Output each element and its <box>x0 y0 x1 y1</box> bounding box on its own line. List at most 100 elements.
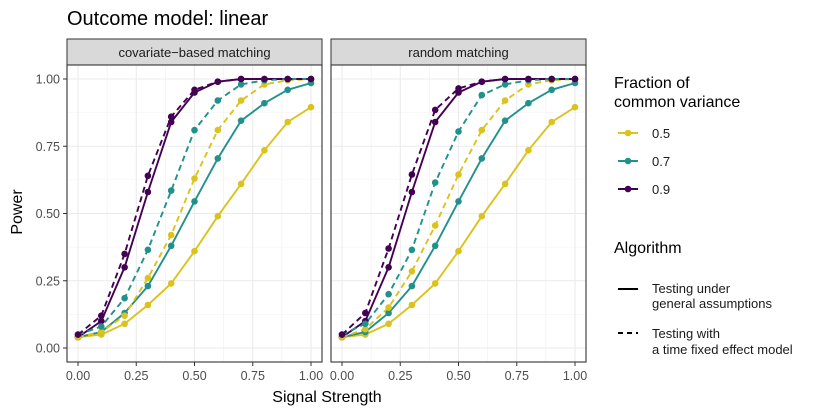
x-tick-label: 0.75 <box>241 369 265 383</box>
data-point-0.9-fixed <box>501 75 509 83</box>
data-point-0.5-fixed <box>98 328 105 336</box>
data-point-0.5-fixed <box>478 126 486 134</box>
data-point-0.9-fixed <box>237 75 245 83</box>
data-point-0.5-fixed <box>167 231 175 239</box>
facet-panel-1: covariate−based matching 0.00 0.25 0.50 0.75… <box>66 38 323 383</box>
legend-algorithm-label-dashed-line2: a time fixed effect model <box>652 342 793 357</box>
data-point-0.7-general <box>167 242 175 250</box>
data-point-0.9-fixed <box>284 75 292 83</box>
x-tick-label: 0.25 <box>388 369 412 383</box>
legend-fraction-label-0.7: 0.7 <box>652 154 670 169</box>
data-point-0.9-fixed <box>191 86 198 94</box>
data-point-0.9-fixed <box>261 75 268 83</box>
x-tick-label: 0.00 <box>330 369 354 383</box>
data-point-0.7-fixed <box>362 320 369 328</box>
data-point-0.9-fixed <box>338 331 346 338</box>
data-point-0.7-fixed <box>121 294 128 302</box>
y-axis-title: Power <box>9 189 26 235</box>
data-point-0.5-general <box>167 280 175 287</box>
series-line-0.5-fixed <box>341 78 576 339</box>
data-point-0.5-general <box>237 180 245 188</box>
legend-algorithm-label-solid-line2: general assumptions <box>652 296 772 311</box>
y-tick-label: 0.00 <box>36 342 60 356</box>
data-point-0.9-fixed <box>385 245 392 252</box>
data-point-0.9-fixed <box>121 250 128 258</box>
data-point-0.5-fixed <box>385 304 392 311</box>
x-tick-label: 0.50 <box>446 369 470 383</box>
x-tick-label: 0.00 <box>66 369 90 383</box>
data-point-0.9-fixed <box>167 113 175 120</box>
data-point-0.7-fixed <box>385 290 392 298</box>
legend-algorithm-label-dashed-line1: Testing with <box>652 326 720 341</box>
x-tick-label: 1.00 <box>299 369 323 383</box>
data-point-0.9-fixed <box>307 75 315 83</box>
legend-algorithm-title: Algorithm <box>614 240 682 257</box>
data-point-0.5-fixed <box>191 175 198 182</box>
data-point-0.9-fixed <box>548 75 555 83</box>
strip-background <box>330 38 587 66</box>
data-point-0.7-fixed <box>455 128 462 135</box>
data-point-0.5-general <box>261 147 268 154</box>
data-point-0.7-fixed <box>167 187 175 194</box>
data-point-0.7-fixed <box>191 126 198 134</box>
data-point-0.5-fixed <box>431 222 439 229</box>
data-point-0.7-general <box>431 242 439 250</box>
legend-key-point-0.5 <box>624 129 632 137</box>
data-point-0.5-general <box>385 320 392 328</box>
chart-title: Outcome model: linear <box>67 8 269 30</box>
data-point-0.5-general <box>307 103 315 111</box>
data-point-0.7-general <box>501 117 509 124</box>
data-point-0.7-fixed <box>98 323 105 330</box>
legend-fraction-title-line1: Fraction of <box>614 75 690 92</box>
strip-label: covariate−based matching <box>118 45 270 60</box>
data-point-0.9-fixed <box>408 171 416 178</box>
data-point-0.9-fixed <box>144 172 152 180</box>
data-point-0.7-general <box>237 117 245 124</box>
legend: Fraction of common variance Algorithm Te… <box>614 75 793 357</box>
data-point-0.5-general <box>431 280 439 287</box>
data-point-0.7-general <box>478 155 486 162</box>
y-tick-label: 0.50 <box>36 207 60 221</box>
data-point-0.5-general <box>284 118 292 126</box>
series-line-0.5-fixed <box>77 78 312 339</box>
data-point-0.5-fixed <box>455 171 462 178</box>
facet-panels: covariate−based matching 0.00 0.25 0.50 0.75… <box>36 38 587 383</box>
data-point-0.9-fixed <box>478 78 486 85</box>
x-tick-label: 0.25 <box>124 369 148 383</box>
data-point-0.5-general <box>214 212 222 220</box>
data-point-0.5-fixed <box>408 268 416 275</box>
data-point-0.5-fixed <box>121 312 128 320</box>
data-point-0.5-fixed <box>501 97 509 104</box>
data-point-0.7-general <box>284 86 292 94</box>
data-point-0.5-general <box>501 180 509 188</box>
data-point-0.5-fixed <box>214 126 222 134</box>
data-point-0.9-fixed <box>571 75 579 83</box>
data-point-0.5-fixed <box>237 97 245 104</box>
legend-algorithm-label-solid-line1: Testing under <box>652 281 731 296</box>
y-tick-label: 1.00 <box>36 73 60 87</box>
data-point-0.7-general <box>214 155 222 162</box>
data-point-0.5-general <box>478 212 486 220</box>
data-point-0.7-general <box>548 86 555 94</box>
x-tick-label: 0.75 <box>505 369 529 383</box>
data-point-0.5-general <box>144 301 152 309</box>
data-point-0.5-general <box>191 247 198 255</box>
data-point-0.7-fixed <box>431 179 439 186</box>
y-tick-label: 0.75 <box>36 140 60 154</box>
data-point-0.7-general <box>261 99 268 107</box>
legend-fraction-label-0.9: 0.9 <box>652 182 670 197</box>
data-point-0.9-fixed <box>455 85 462 92</box>
data-point-0.7-fixed <box>237 81 245 88</box>
data-point-0.5-general <box>548 118 555 126</box>
data-point-0.5-general <box>455 247 462 255</box>
data-point-0.9-fixed <box>214 78 222 85</box>
facet-panel-2: random matching 0.00 0.25 0.50 0.75 1.00 <box>330 38 587 383</box>
data-point-0.7-general <box>525 99 532 107</box>
data-point-0.9-fixed <box>98 312 105 320</box>
data-point-0.5-general <box>121 320 128 328</box>
x-axis-title: Signal Strength <box>272 389 381 406</box>
data-point-0.7-fixed <box>501 81 509 88</box>
data-point-0.5-general <box>525 147 532 154</box>
x-tick-label: 1.00 <box>563 369 587 383</box>
legend-key-point-0.7 <box>624 157 632 165</box>
